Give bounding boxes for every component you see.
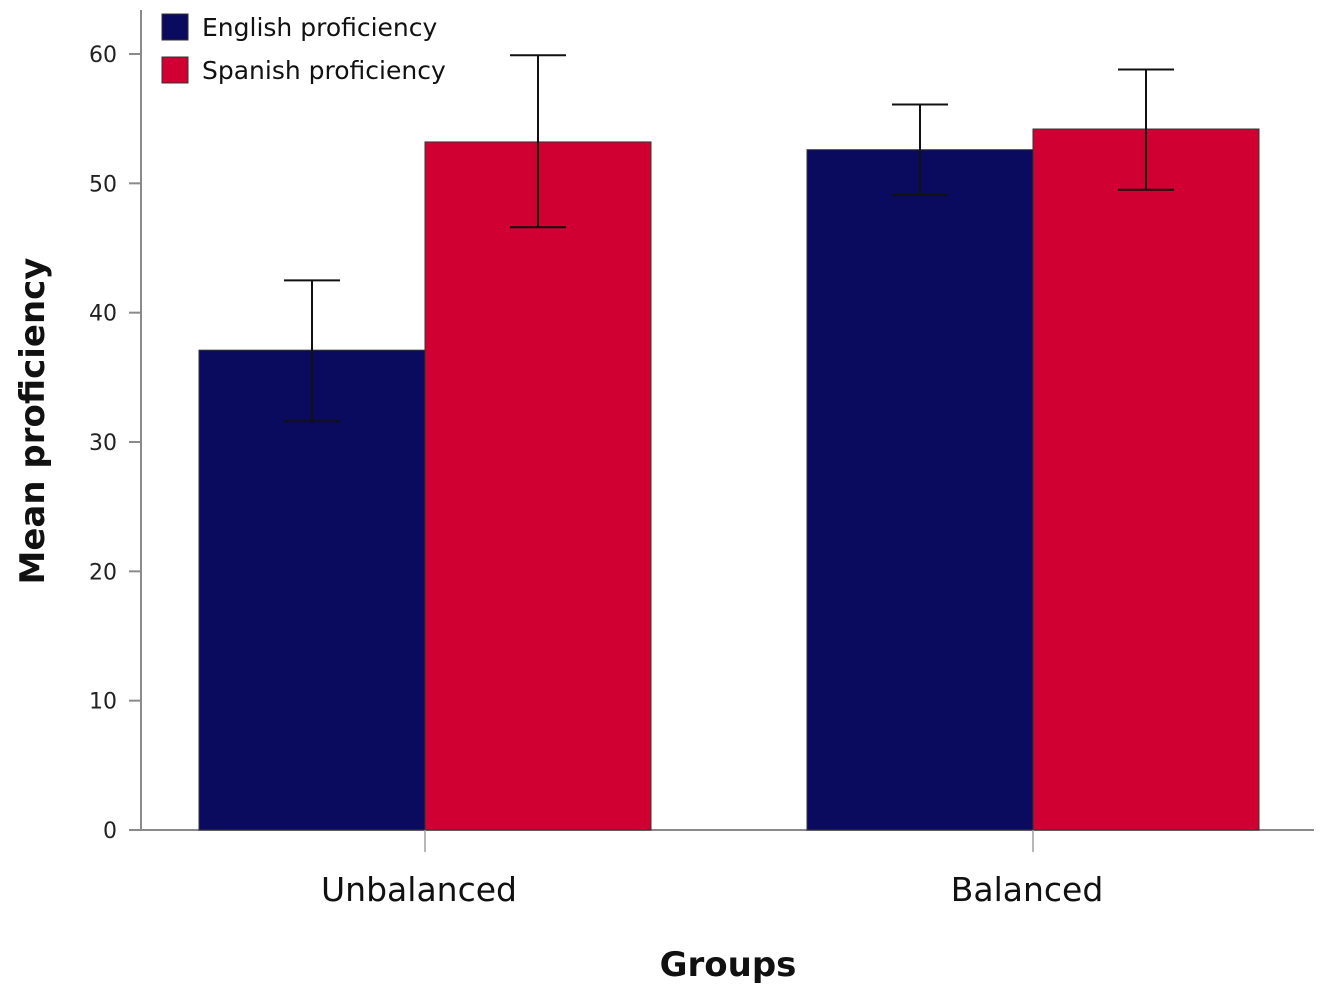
x-tick-label-unbalanced: Unbalanced xyxy=(321,870,517,909)
x-ticks: Unbalanced Balanced xyxy=(321,830,1103,909)
x-tick-label-balanced: Balanced xyxy=(951,870,1104,909)
bar-english-balanced xyxy=(807,150,1033,830)
y-tick-label: 10 xyxy=(89,690,117,715)
y-axis-title: Mean proficiency xyxy=(13,258,53,585)
y-tick-label: 40 xyxy=(89,302,117,327)
bar-spanish-balanced xyxy=(1033,129,1259,830)
legend-label-spanish: Spanish proficiency xyxy=(202,56,446,85)
y-tick-label: 0 xyxy=(103,819,117,844)
bars xyxy=(199,129,1259,830)
x-axis-title: Groups xyxy=(660,945,797,985)
y-tick-label: 20 xyxy=(89,560,117,585)
legend-label-english: English proficiency xyxy=(202,13,438,42)
y-tick-label: 50 xyxy=(89,172,117,197)
y-tick-label: 60 xyxy=(89,43,117,68)
legend: English proficiency Spanish proficiency xyxy=(162,13,446,85)
y-tick-label: 30 xyxy=(89,431,117,456)
legend-swatch-spanish xyxy=(162,57,188,83)
legend-swatch-english xyxy=(162,14,188,40)
y-ticks: 0 10 20 30 40 50 60 xyxy=(89,43,141,844)
bar-spanish-unbalanced xyxy=(425,142,651,830)
